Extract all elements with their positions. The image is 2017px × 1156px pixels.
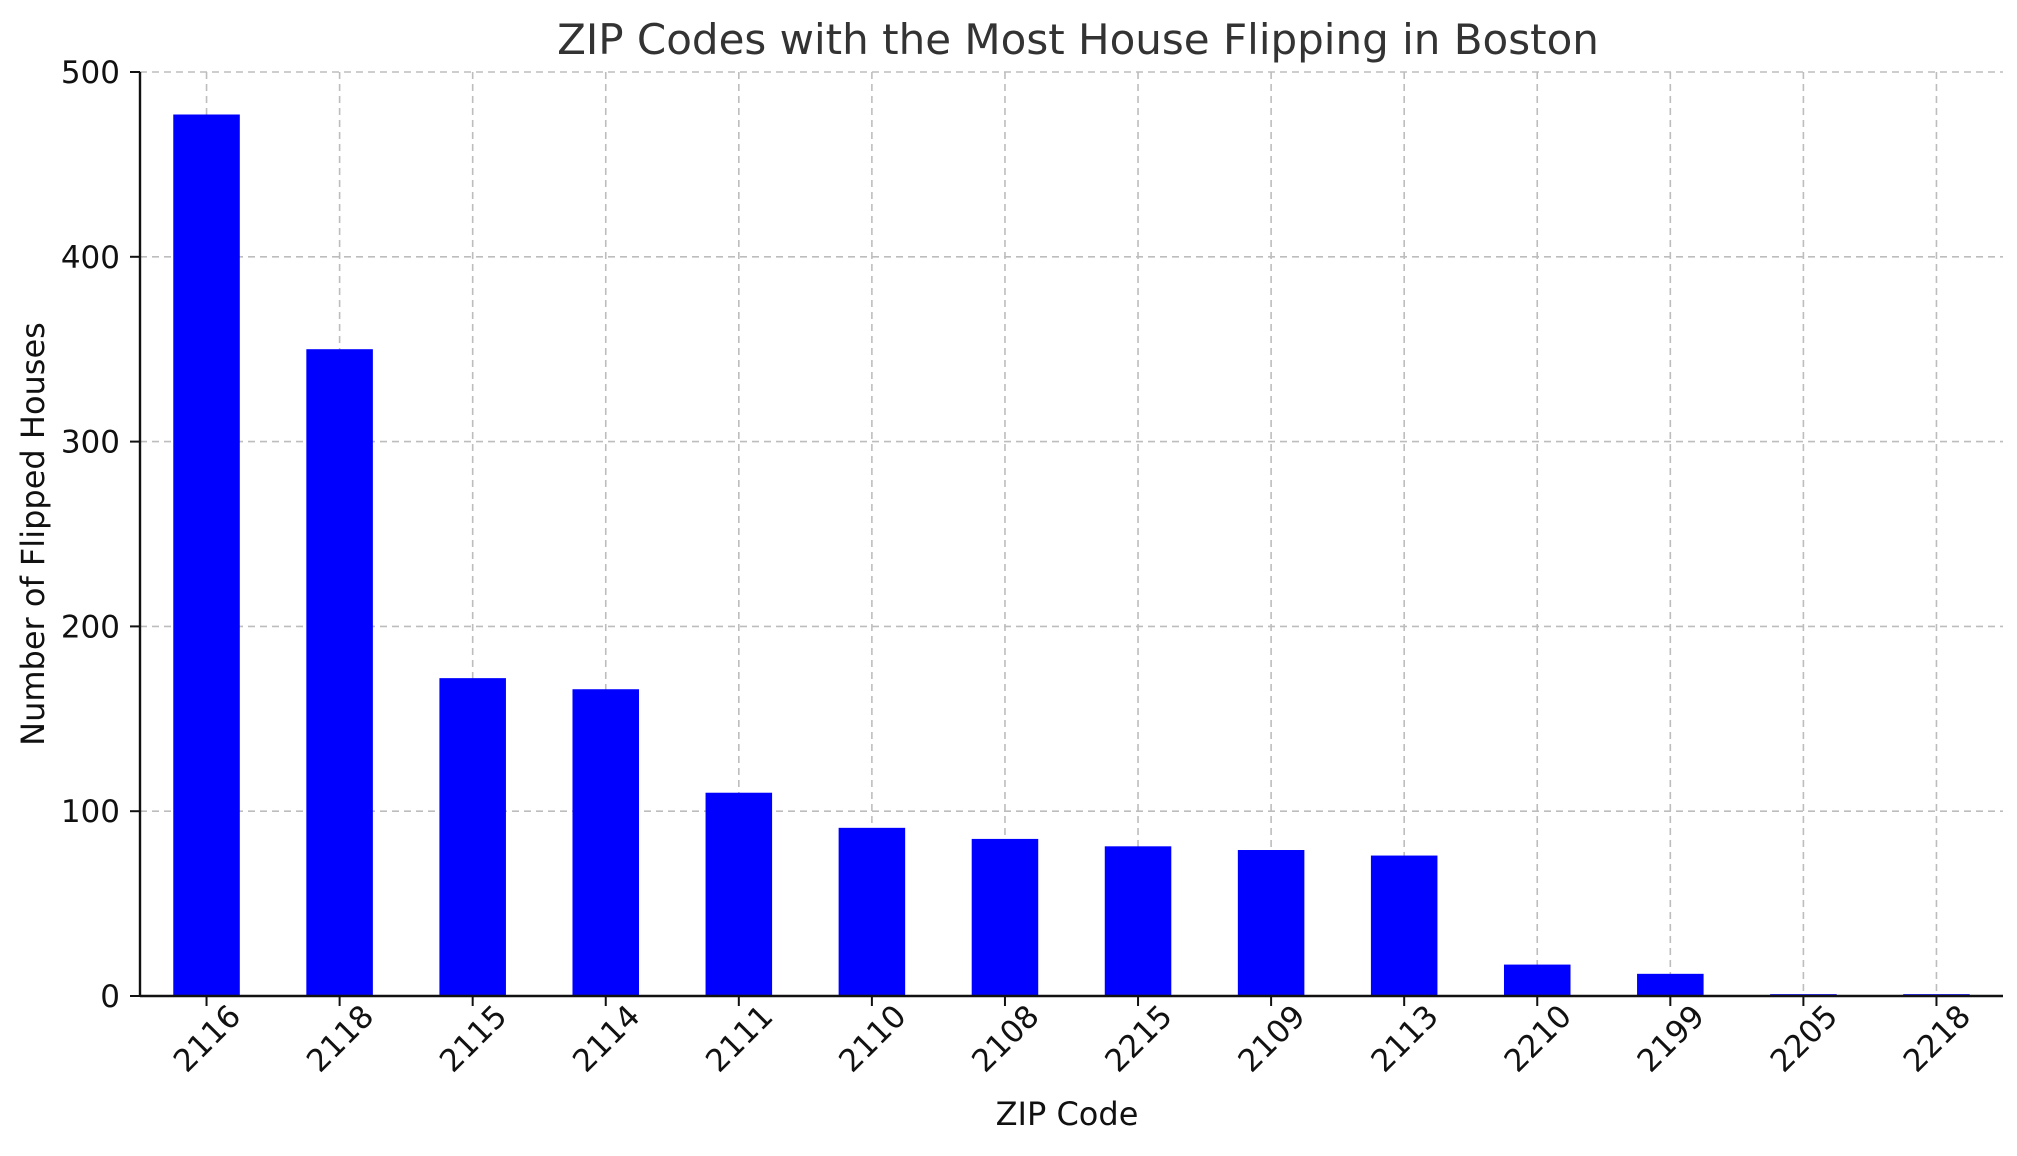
- bar: [306, 349, 373, 996]
- bar: [1637, 973, 1704, 996]
- x-tick-label: 2116: [167, 998, 248, 1079]
- chart-title: ZIP Codes with the Most House Flipping i…: [557, 15, 1599, 64]
- y-tick-label: 0: [100, 979, 120, 1015]
- bar: [1370, 855, 1438, 996]
- y-tick-label: 400: [61, 240, 120, 276]
- x-tick-label: 2108: [965, 998, 1046, 1079]
- y-tick-label: 500: [61, 55, 120, 91]
- x-axis-label: ZIP Code: [996, 1095, 1139, 1133]
- bars-layer: [173, 114, 1970, 996]
- grid-layer: [140, 71, 2003, 997]
- x-tick-label: 2205: [1764, 998, 1845, 1079]
- y-axis-label: Number of Flipped Houses: [14, 322, 52, 746]
- y-tick-label: 100: [61, 794, 120, 830]
- axes-layer: [138, 72, 2003, 998]
- x-tick-label: 2210: [1498, 998, 1579, 1079]
- x-tick-label: 2215: [1098, 998, 1179, 1079]
- x-tick-label: 2113: [1364, 998, 1445, 1079]
- bar: [572, 689, 640, 996]
- x-tick-label: 2199: [1631, 998, 1712, 1079]
- bar: [1237, 850, 1305, 996]
- x-tick-label: 2110: [832, 998, 913, 1079]
- x-tick-label: 2114: [566, 998, 647, 1079]
- x-tick-label: 2218: [1897, 998, 1978, 1079]
- bar: [1104, 846, 1172, 996]
- x-tick-label: 2109: [1231, 998, 1312, 1079]
- x-tick-label: 2115: [433, 998, 514, 1079]
- x-tick-label: 2111: [699, 998, 780, 1079]
- y-tick-label: 200: [61, 609, 120, 645]
- bar: [1503, 964, 1571, 996]
- bar: [971, 838, 1039, 996]
- bar: [173, 114, 240, 996]
- bar: [705, 792, 773, 996]
- bar: [838, 827, 906, 996]
- bar: [439, 678, 506, 996]
- x-tick-label: 2118: [300, 998, 381, 1079]
- y-tick-label: 300: [61, 425, 120, 461]
